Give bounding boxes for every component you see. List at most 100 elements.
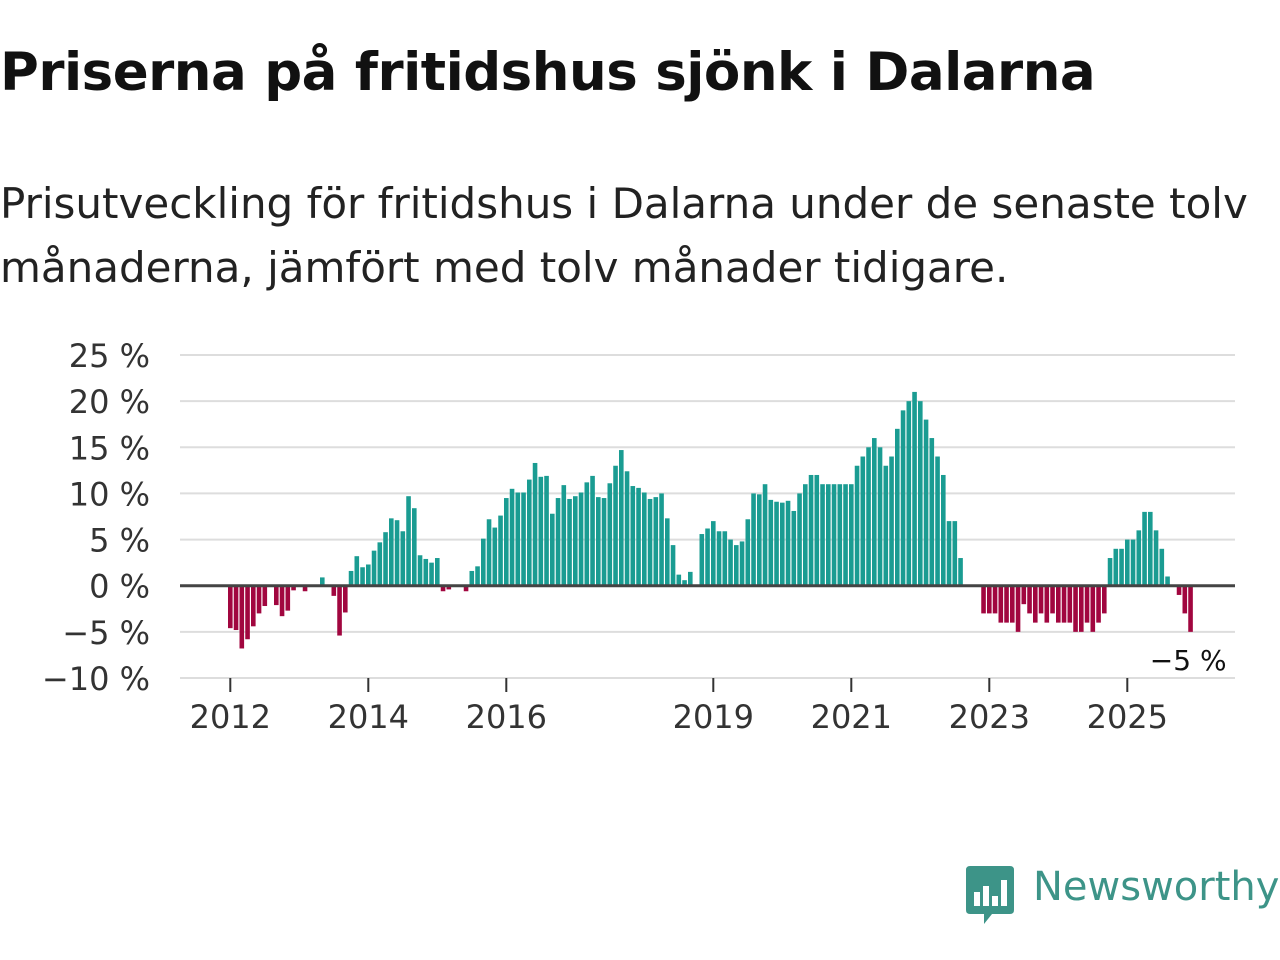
bar [665, 518, 670, 586]
bar [1119, 548, 1124, 586]
bar [780, 502, 785, 586]
x-tick-label: 2016 [466, 698, 547, 736]
bar [722, 531, 728, 586]
x-tick-label: 2021 [811, 698, 892, 736]
bar [371, 550, 377, 586]
bar [768, 499, 774, 586]
bar [981, 585, 986, 614]
bar [1067, 585, 1073, 623]
bar [1015, 585, 1021, 632]
bar [1142, 511, 1147, 586]
bar [728, 539, 733, 586]
bar [1136, 530, 1142, 586]
bar [377, 542, 383, 586]
bar [900, 410, 906, 586]
y-tick-label: −10 % [42, 660, 150, 698]
bar [791, 510, 797, 586]
y-axis: 25 % 20 % 15 % 10 % 5 % 0 % −5 % −10 % [42, 337, 150, 698]
bar [527, 479, 532, 586]
bars [180, 391, 1235, 649]
bar [567, 498, 572, 586]
bar [274, 585, 279, 606]
bar [1044, 585, 1050, 623]
bar [400, 531, 406, 586]
bar [757, 494, 762, 586]
bar [682, 580, 687, 586]
bar [331, 585, 337, 596]
bar [941, 474, 946, 586]
bar [803, 484, 808, 586]
bar [348, 570, 354, 586]
x-axis: 2012 2014 2016 2019 2021 2023 2025 [190, 678, 1168, 736]
end-value-label: −5 % [1150, 644, 1227, 677]
annotations: −5 % [1150, 644, 1227, 677]
bar [895, 428, 900, 586]
bar [624, 471, 630, 586]
bar [1038, 585, 1044, 614]
bar [711, 521, 716, 586]
bar [406, 496, 411, 586]
bar [866, 447, 871, 586]
bar [1113, 548, 1119, 586]
bar [877, 447, 883, 586]
bar [619, 450, 624, 586]
bar [607, 483, 613, 586]
bar [1021, 585, 1027, 605]
bar [1102, 585, 1107, 614]
bar [1004, 585, 1009, 623]
bar [555, 498, 561, 586]
bar [1182, 585, 1188, 614]
bar [1033, 585, 1038, 623]
bar [383, 532, 388, 586]
bar [475, 566, 480, 586]
bar [808, 474, 814, 586]
bar [435, 558, 440, 586]
bar [584, 482, 590, 586]
bar [688, 571, 693, 586]
y-tick-label: 10 % [69, 475, 150, 513]
bar [590, 475, 595, 586]
bar [1061, 585, 1067, 623]
bar [412, 508, 417, 586]
bar [1073, 585, 1078, 632]
bar [670, 545, 676, 586]
bar [814, 474, 820, 586]
x-tick-label: 2014 [328, 698, 409, 736]
bar [642, 492, 647, 586]
bar [521, 492, 526, 586]
bar-chart: 25 % 20 % 15 % 10 % 5 % 0 % −5 % −10 % 2012 2014… [42, 337, 1235, 736]
bar [291, 585, 296, 591]
bar [613, 465, 618, 586]
bar [630, 486, 636, 586]
bar [987, 585, 992, 614]
bar [1153, 530, 1159, 586]
bar [561, 485, 567, 586]
bar [245, 585, 250, 640]
bar [883, 465, 889, 586]
bar [440, 585, 446, 592]
bar [918, 401, 923, 586]
bar [774, 501, 779, 586]
bar [251, 585, 256, 627]
bar [498, 515, 503, 586]
bar [463, 585, 469, 592]
y-tick-label: 20 % [69, 383, 150, 421]
bar [578, 492, 584, 586]
bar [1079, 585, 1084, 632]
bar [992, 585, 998, 614]
bar [417, 555, 423, 586]
bar [889, 456, 894, 586]
bar [929, 438, 935, 586]
bar [952, 521, 958, 586]
bar [389, 518, 394, 586]
bar [647, 498, 653, 586]
bar [486, 519, 492, 586]
bar [302, 585, 308, 592]
bar [423, 558, 429, 586]
bar [550, 513, 555, 586]
bar [366, 564, 371, 586]
bar [1050, 585, 1055, 614]
bar [360, 567, 365, 586]
bar [1165, 576, 1170, 586]
bar [320, 577, 325, 586]
